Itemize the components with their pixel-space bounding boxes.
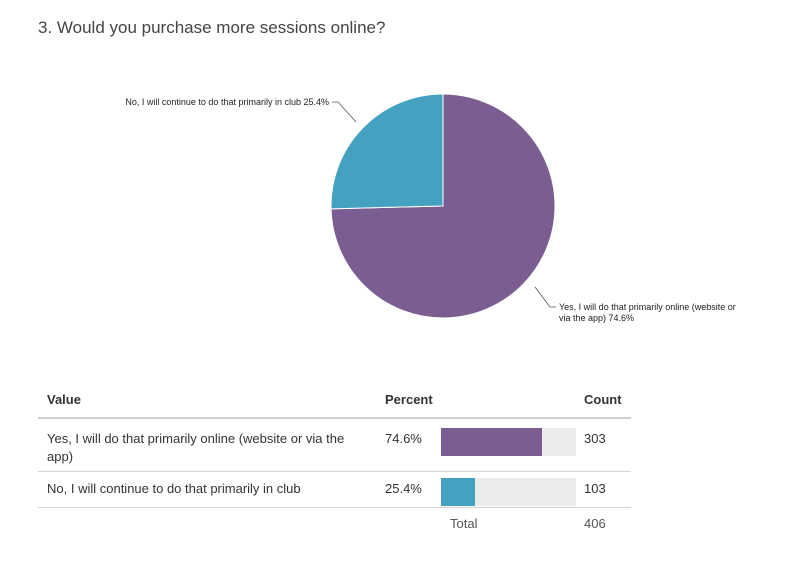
row-percent: 74.6% bbox=[385, 431, 422, 446]
leader-line bbox=[534, 286, 556, 308]
total-label: Total bbox=[450, 516, 478, 531]
row-count: 103 bbox=[584, 481, 606, 496]
header-value: Value bbox=[47, 392, 81, 407]
percent-bar-fill bbox=[441, 478, 476, 506]
header-count: Count bbox=[584, 392, 622, 407]
header-percent: Percent bbox=[385, 392, 433, 407]
row-value: Yes, I will do that primarily online (we… bbox=[47, 431, 345, 464]
total-value: 406 bbox=[584, 516, 606, 531]
slice-label: No, I will continue to do that primarily… bbox=[125, 97, 329, 107]
row-value: No, I will continue to do that primarily… bbox=[47, 481, 301, 496]
question-title: 3. Would you purchase more sessions onli… bbox=[38, 18, 386, 37]
percent-bar-track bbox=[441, 478, 576, 506]
total-row: Total 406 bbox=[38, 508, 631, 540]
table-row: No, I will continue to do that primarily… bbox=[38, 472, 631, 508]
percent-bar-fill bbox=[441, 428, 542, 456]
table-row: Yes, I will do that primarily online (we… bbox=[38, 419, 631, 472]
leader-line bbox=[332, 101, 357, 123]
percent-bar-track bbox=[441, 428, 576, 456]
results-table: Value Percent Count Yes, I will do that … bbox=[38, 385, 631, 540]
pie-slice bbox=[330, 93, 444, 210]
table-header: Value Percent Count bbox=[38, 385, 631, 419]
pie-chart: Yes, I will do that primarily online (we… bbox=[125, 93, 736, 323]
row-count: 303 bbox=[584, 431, 606, 446]
row-percent: 25.4% bbox=[385, 481, 422, 496]
slice-label: via the app) 74.6% bbox=[559, 313, 634, 323]
slice-label: Yes, I will do that primarily online (we… bbox=[559, 302, 736, 312]
